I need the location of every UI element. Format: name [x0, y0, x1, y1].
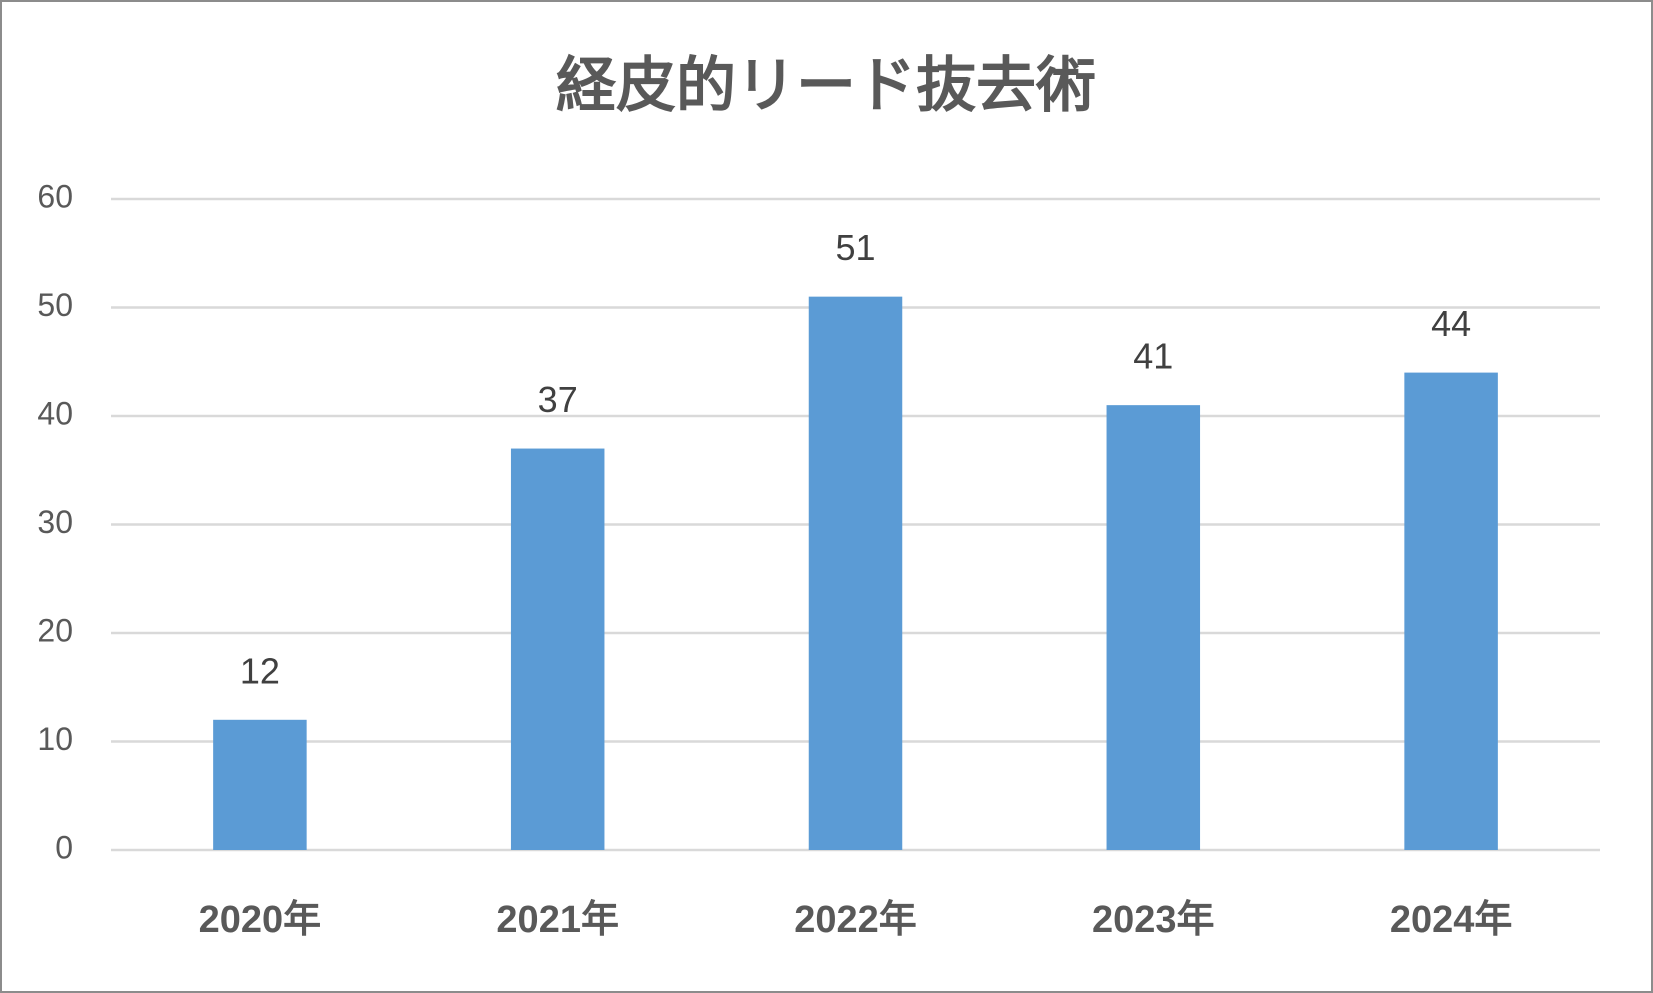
y-tick-label: 60 — [37, 178, 73, 214]
data-label: 12 — [240, 650, 280, 691]
y-tick-label: 10 — [37, 721, 73, 757]
y-tick-label: 40 — [37, 395, 73, 431]
data-label: 41 — [1133, 336, 1173, 377]
y-tick-label: 50 — [37, 287, 73, 323]
chart-title: 経皮的リード抜去術 — [556, 52, 1096, 119]
bar — [808, 296, 903, 850]
y-tick-label: 0 — [55, 829, 73, 865]
y-tick-label: 20 — [37, 612, 73, 648]
x-tick-label: 2024年 — [1390, 899, 1513, 941]
y-tick-label: 30 — [37, 504, 73, 540]
x-tick-label: 2021年 — [496, 899, 619, 941]
x-tick-label: 2020年 — [199, 899, 322, 941]
bar — [1404, 372, 1498, 850]
x-tick-label: 2023年 — [1092, 899, 1215, 941]
x-tick-label: 2022年 — [794, 899, 917, 941]
bar — [213, 719, 307, 850]
data-label: 51 — [835, 227, 875, 268]
bar — [510, 448, 605, 850]
bar — [1106, 405, 1201, 850]
data-label: 44 — [1431, 303, 1471, 344]
data-label: 37 — [538, 379, 578, 420]
